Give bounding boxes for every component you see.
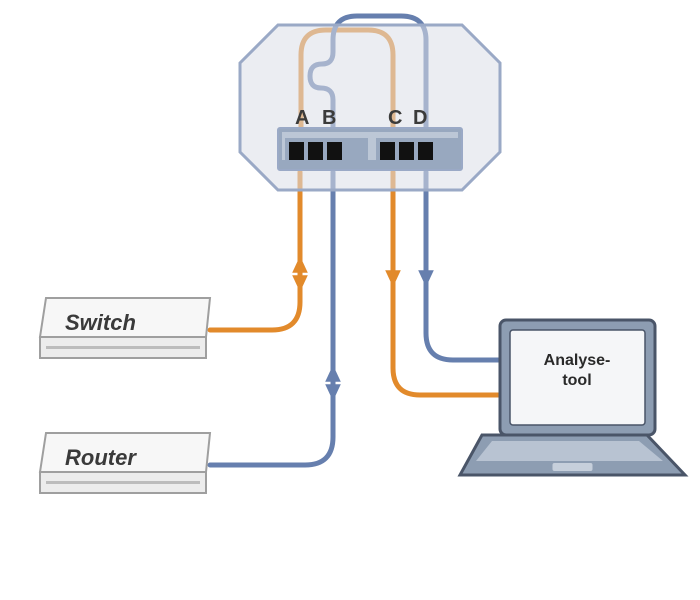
cable-arrow [292, 256, 308, 273]
tap-device: AB CD [240, 25, 500, 190]
laptop-label-2: tool [562, 372, 591, 389]
port-label-C: C [388, 107, 402, 129]
tap-port [418, 142, 433, 160]
cable-blue_router_to_B [210, 172, 333, 465]
port-label-B: B [322, 107, 336, 129]
switch: Switch [40, 298, 210, 358]
port-label-A: A [295, 107, 309, 129]
tap-port [308, 142, 323, 160]
laptop-trackpad [553, 463, 593, 471]
cable-arrow [325, 384, 341, 401]
tap-port [380, 142, 395, 160]
router: Router [40, 433, 210, 493]
cable-orange_switch_to_A [210, 172, 300, 330]
tap-port [327, 142, 342, 160]
laptop-label-1: Analyse- [544, 352, 611, 369]
port-label-D: D [413, 107, 427, 129]
cable-arrow [292, 275, 308, 292]
router-label: Router [65, 445, 137, 470]
tap-port [289, 142, 304, 160]
switch-label: Switch [65, 310, 136, 335]
cable-arrow [325, 365, 341, 382]
cable-arrow [418, 270, 434, 287]
laptop-keyboard [476, 441, 663, 461]
cable-blue_D_to_laptop [426, 172, 500, 360]
cable-arrow [385, 270, 401, 287]
tap-port [399, 142, 414, 160]
